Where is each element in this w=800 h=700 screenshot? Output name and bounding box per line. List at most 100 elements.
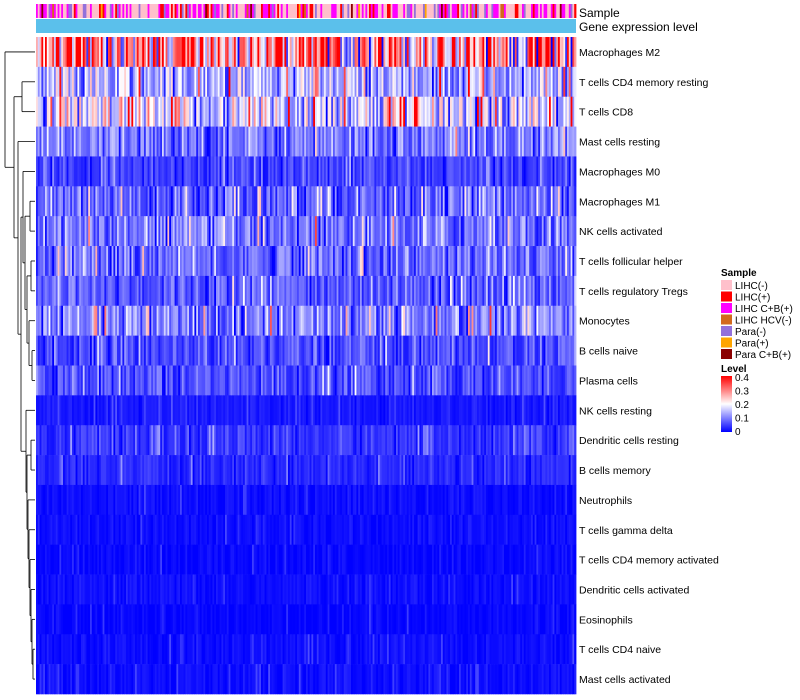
heatmap-cell <box>185 216 188 247</box>
heatmap-cell <box>444 66 447 98</box>
heatmap-cell <box>469 275 472 307</box>
heatmap-cell <box>392 126 395 157</box>
heatmap-cell <box>162 156 165 187</box>
heatmap-cell <box>165 365 168 396</box>
heatmap-cell <box>151 305 154 336</box>
heatmap-cell <box>97 455 100 486</box>
heatmap-cell <box>41 246 44 277</box>
heatmap-cell <box>444 246 447 277</box>
heatmap-cell <box>550 305 553 336</box>
heatmap-cell <box>561 305 564 336</box>
heatmap-cell <box>538 66 541 98</box>
heatmap-cell <box>520 365 523 396</box>
heatmap-cell <box>534 186 537 217</box>
heatmap-cell <box>320 96 323 127</box>
heatmap-cell <box>129 37 132 68</box>
heatmap-cell <box>244 275 247 307</box>
heatmap-cell <box>482 96 485 127</box>
heatmap-cell <box>552 425 555 456</box>
heatmap-cell <box>489 335 492 366</box>
heatmap-cell <box>491 37 494 68</box>
heatmap-cell <box>304 246 307 277</box>
heatmap-cell <box>284 216 287 247</box>
heatmap-cell <box>163 246 166 277</box>
heatmap-cell <box>239 246 242 277</box>
heatmap-cell <box>453 484 456 516</box>
heatmap-cell <box>325 425 328 456</box>
heatmap-cell <box>365 37 368 68</box>
heatmap-cell <box>547 156 550 187</box>
heatmap-cell <box>432 365 435 396</box>
heatmap-cell <box>504 96 507 127</box>
heatmap-cell <box>280 156 283 187</box>
heatmap-cell <box>415 455 418 486</box>
heatmap-cell <box>471 305 474 336</box>
heatmap-cell <box>192 275 195 307</box>
heatmap-cell <box>88 455 91 486</box>
heatmap-cell <box>450 484 453 516</box>
heatmap-cell <box>514 156 517 187</box>
heatmap-cell <box>82 156 85 187</box>
heatmap-cell <box>297 66 300 98</box>
heatmap-cell <box>529 395 532 426</box>
heatmap-cell <box>176 395 179 426</box>
heatmap-cell <box>217 156 220 187</box>
heatmap-cell <box>491 425 494 456</box>
heatmap-cell <box>142 96 145 127</box>
heatmap-cell <box>439 37 442 68</box>
heatmap-cell <box>174 455 177 486</box>
heatmap-cell <box>64 126 67 157</box>
heatmap-cell <box>300 395 303 426</box>
heatmap-cell <box>205 66 208 98</box>
heatmap-cell <box>154 216 157 247</box>
heatmap-cell <box>500 186 503 217</box>
heatmap-cell <box>201 216 204 247</box>
heatmap-cell <box>525 246 528 277</box>
heatmap-cell <box>199 484 202 516</box>
heatmap-cell <box>464 275 467 307</box>
heatmap-cell <box>127 484 130 516</box>
heatmap-cell <box>50 156 53 187</box>
heatmap-cell <box>64 246 67 277</box>
heatmap-cell <box>250 37 253 68</box>
heatmap-cell <box>473 216 476 247</box>
heatmap-cell <box>466 37 469 68</box>
heatmap-cell <box>309 66 312 98</box>
heatmap-cell <box>151 156 154 187</box>
heatmap-cell <box>61 395 64 426</box>
heatmap-cell <box>496 96 499 127</box>
heatmap-cell <box>194 484 197 516</box>
heatmap-cell <box>394 66 397 98</box>
heatmap-cell <box>291 37 294 68</box>
heatmap-cell <box>41 216 44 247</box>
heatmap-cell <box>46 305 49 336</box>
heatmap-cell <box>509 395 512 426</box>
heatmap-cell <box>185 305 188 336</box>
heatmap-cell <box>194 126 197 157</box>
heatmap-cell <box>370 275 373 307</box>
heatmap-cell <box>570 66 573 98</box>
heatmap-cell <box>336 455 339 486</box>
heatmap-cell <box>451 335 454 366</box>
heatmap-cell <box>396 66 399 98</box>
heatmap-cell <box>394 216 397 247</box>
heatmap-cell <box>327 484 330 516</box>
heatmap-cell <box>516 96 519 127</box>
heatmap-cell <box>559 425 562 456</box>
heatmap-cell <box>349 216 352 247</box>
heatmap-cell <box>79 455 82 486</box>
heatmap-cell <box>385 126 388 157</box>
heatmap-cell <box>556 186 559 217</box>
heatmap-cell <box>201 514 204 545</box>
heatmap-cell <box>66 365 69 396</box>
heatmap-cell <box>466 66 469 98</box>
heatmap-cell <box>496 484 499 516</box>
heatmap-cell <box>378 37 381 68</box>
heatmap-cell <box>352 96 355 127</box>
heatmap-cell <box>464 96 467 127</box>
heatmap-cell <box>185 66 188 98</box>
heatmap-cell <box>381 455 384 486</box>
heatmap-cell <box>322 395 325 426</box>
heatmap-cell <box>520 216 523 247</box>
heatmap-cell <box>280 275 283 307</box>
